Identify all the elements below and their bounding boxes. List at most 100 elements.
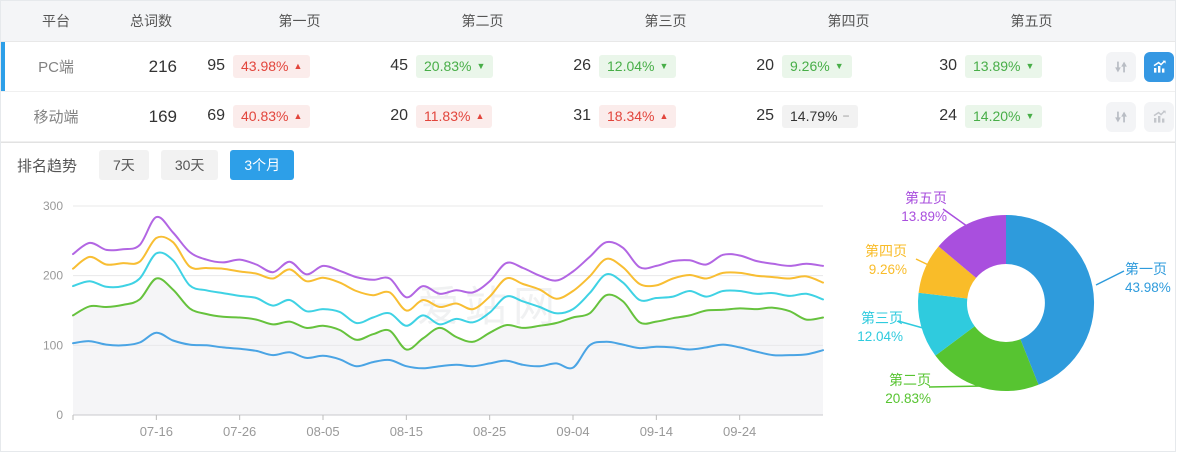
donut-chart-svg bbox=[897, 208, 1125, 392]
trend-line-page-5 bbox=[72, 215, 824, 299]
table-row-移动端[interactable]: 移动端 169 69 40.83% ▲ 20 11.83% ▲ 31 18.34% ▲ 25 14.79… bbox=[1, 92, 1175, 142]
table-body: PC端 216 95 43.98% ▲ 45 20.83% ▼ 26 12.04% ▼ 20 9.26%… bbox=[1, 42, 1175, 142]
percent-badge: 40.83% ▲ bbox=[233, 105, 311, 128]
page-1-cell: 95 43.98% ▲ bbox=[191, 55, 374, 78]
pie-slice-page-2[interactable] bbox=[935, 326, 1039, 392]
percent-value: 14.20% bbox=[973, 108, 1021, 125]
x-axis-label: 07-26 bbox=[223, 424, 256, 439]
x-axis-label: 09-24 bbox=[723, 424, 756, 439]
sort-compare-button[interactable] bbox=[1106, 101, 1136, 132]
show-trend-chart-button[interactable] bbox=[1144, 101, 1174, 132]
pie-label-connector-page-2 bbox=[928, 385, 985, 388]
tab-range-2[interactable]: 3个月 bbox=[230, 150, 295, 180]
percent-value: 12.04% bbox=[607, 58, 655, 75]
pie-label-page-5: 第五页 13.89% bbox=[885, 189, 947, 226]
down-indicator-icon: ▼ bbox=[476, 61, 486, 72]
up-indicator-icon: ▲ bbox=[475, 111, 485, 122]
trend-line-page-3 bbox=[72, 251, 824, 327]
x-axis-label: 08-25 bbox=[473, 424, 506, 439]
pie-slice-page-4[interactable] bbox=[918, 246, 977, 299]
flat-indicator-icon: − bbox=[842, 109, 850, 124]
pie-label-percent: 9.26% bbox=[868, 261, 907, 277]
y-axis-label: 100 bbox=[43, 338, 63, 352]
keyword-count: 95 bbox=[207, 57, 225, 75]
table-row-PC端[interactable]: PC端 216 95 43.98% ▲ 45 20.83% ▼ 26 12.04% ▼ 20 9.26%… bbox=[1, 42, 1175, 92]
pie-slice-page-1[interactable] bbox=[1006, 214, 1095, 385]
page-2-cell: 45 20.83% ▼ bbox=[374, 55, 557, 78]
pie-slice-page-3[interactable] bbox=[917, 292, 975, 356]
pie-label-page-2: 第二页 20.83% bbox=[857, 371, 931, 408]
percent-value: 18.34% bbox=[607, 108, 655, 125]
sort-arrows-icon bbox=[1115, 111, 1127, 122]
page-distribution-donut-chart: 第一页 43.98% 第二页 20.83% 第三页 12.04% 第四页 9.26% 第五页 13… bbox=[841, 161, 1175, 451]
keyword-count: 20 bbox=[756, 57, 774, 75]
keyword-count: 24 bbox=[939, 107, 957, 125]
area-fill-series-1 bbox=[73, 278, 823, 415]
x-axis-label: 09-04 bbox=[556, 424, 589, 439]
pie-label-name: 第二页 bbox=[889, 372, 931, 388]
trend-title: 排名趋势 bbox=[17, 157, 78, 175]
pie-label-connector-page-1 bbox=[1095, 270, 1125, 286]
total-keywords-count: 169 bbox=[148, 106, 177, 126]
pie-label-percent: 20.83% bbox=[885, 390, 931, 406]
platform-name: 移动端 bbox=[33, 109, 79, 126]
percent-value: 40.83% bbox=[241, 108, 289, 125]
column-header-2: 第一页 bbox=[278, 13, 321, 29]
page-4-cell: 25 14.79% − bbox=[740, 105, 923, 128]
percent-badge: 14.20% ▼ bbox=[965, 105, 1043, 128]
pie-label-percent: 13.89% bbox=[901, 208, 947, 224]
x-axis-label: 07-16 bbox=[140, 424, 173, 439]
column-header-5: 第四页 bbox=[827, 13, 870, 29]
keyword-count: 31 bbox=[573, 107, 591, 125]
pie-label-connector-page-5 bbox=[942, 208, 972, 230]
percent-badge: 11.83% ▲ bbox=[416, 105, 493, 128]
percent-badge: 13.89% ▼ bbox=[965, 55, 1043, 78]
pie-label-connector-page-3 bbox=[897, 320, 924, 329]
page-4-cell: 20 9.26% ▼ bbox=[740, 55, 923, 78]
sort-arrows-icon bbox=[1115, 61, 1127, 72]
pie-label-connector-page-4 bbox=[915, 258, 942, 272]
column-header-4: 第三页 bbox=[644, 13, 687, 29]
row-actions bbox=[1106, 51, 1175, 82]
pie-label-name: 第四页 bbox=[865, 243, 907, 259]
pie-label-name: 第一页 bbox=[1125, 261, 1167, 277]
page-5-cell: 24 14.20% ▼ bbox=[923, 105, 1106, 128]
x-axis-label: 09-14 bbox=[640, 424, 673, 439]
trend-line-page-2 bbox=[72, 277, 824, 351]
page-3-cell: 31 18.34% ▲ bbox=[557, 105, 740, 128]
percent-value: 13.89% bbox=[973, 58, 1021, 75]
tab-range-0[interactable]: 7天 bbox=[99, 150, 149, 180]
percent-badge: 9.26% ▼ bbox=[782, 55, 852, 78]
show-trend-chart-button[interactable] bbox=[1144, 51, 1174, 82]
y-axis-label: 0 bbox=[56, 408, 63, 422]
percent-value: 20.83% bbox=[424, 58, 472, 75]
percent-badge: 14.79% − bbox=[782, 105, 858, 128]
table-header-row: 平台 总词数 第一页 第二页 第三页 第四页 第五页 bbox=[1, 1, 1175, 42]
column-header-0: 平台 bbox=[42, 13, 70, 29]
y-axis-label: 200 bbox=[43, 269, 63, 283]
down-indicator-icon: ▼ bbox=[1025, 111, 1035, 122]
percent-value: 14.79% bbox=[790, 108, 838, 125]
keyword-count: 25 bbox=[756, 107, 774, 125]
tab-range-1[interactable]: 30天 bbox=[160, 150, 219, 180]
pie-slice-page-5[interactable] bbox=[938, 215, 1006, 278]
down-indicator-icon: ▼ bbox=[1025, 61, 1035, 72]
total-keywords-count: 216 bbox=[148, 56, 177, 76]
keyword-count: 45 bbox=[390, 57, 408, 75]
down-indicator-icon: ▼ bbox=[659, 61, 669, 72]
up-indicator-icon: ▲ bbox=[659, 111, 669, 122]
percent-value: 43.98% bbox=[241, 58, 289, 75]
keyword-count: 26 bbox=[573, 57, 591, 75]
sort-compare-button[interactable] bbox=[1106, 51, 1136, 82]
trend-range-tabs: 7天 30天 3个月 bbox=[99, 150, 295, 180]
rank-trend-line-chart: 0 100 200 300 爱站网 07-16 07-26 08-05 08-15 08-25 09… bbox=[37, 193, 837, 451]
trend-chart-icon bbox=[1153, 60, 1166, 73]
pie-label-page-3: 第三页 12.04% bbox=[841, 309, 903, 346]
up-indicator-icon: ▲ bbox=[293, 111, 303, 122]
keyword-count: 69 bbox=[207, 107, 225, 125]
percent-value: 11.83% bbox=[424, 108, 471, 125]
pie-label-name: 第五页 bbox=[905, 190, 947, 206]
x-axis-label: 08-15 bbox=[390, 424, 423, 439]
trend-line-page-1 bbox=[72, 331, 824, 370]
